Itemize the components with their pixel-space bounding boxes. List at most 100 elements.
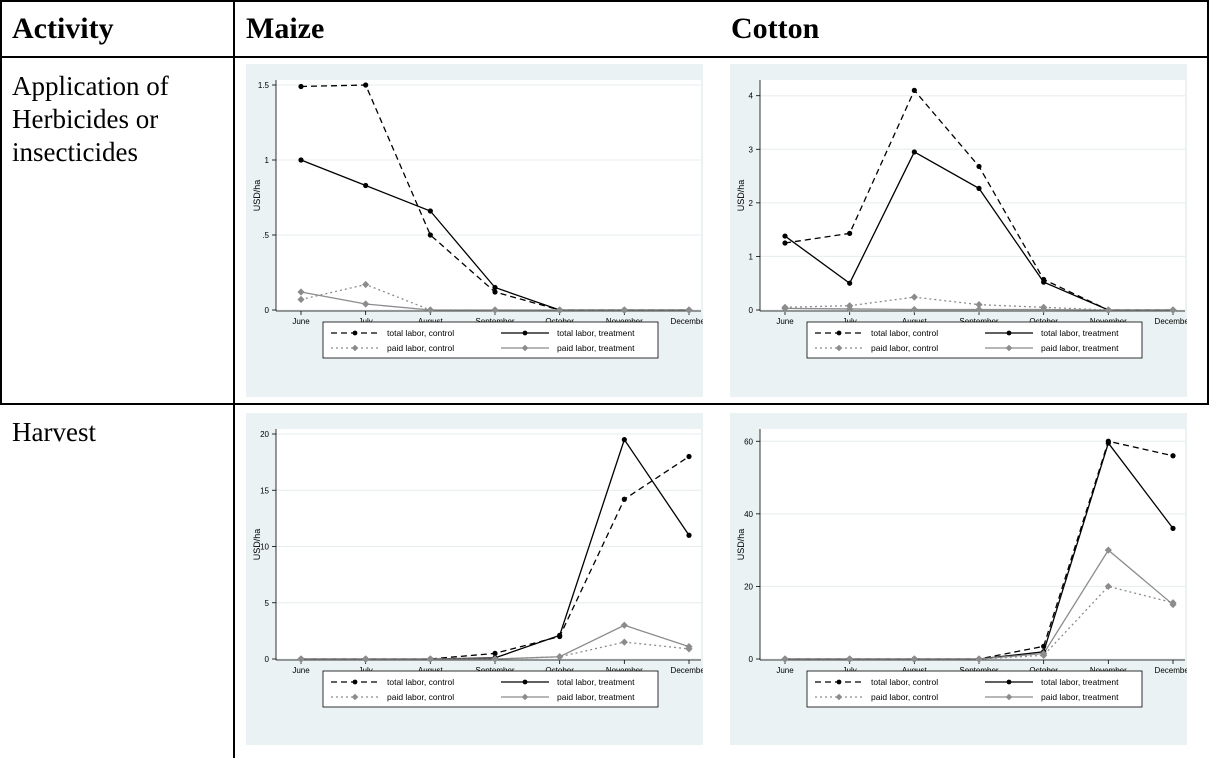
y-axis-label: USD/ha — [252, 529, 262, 561]
x-tick-label: November — [1090, 666, 1127, 675]
chart-panel-maize-harvest: 0 5 10 15 20 June July August September October No… — [246, 413, 703, 745]
data-point — [491, 306, 499, 314]
y-tick-label: 1 — [749, 252, 754, 261]
legend-swatch-marker — [351, 344, 359, 352]
x-tick-label: December — [671, 666, 703, 675]
y-tick-label: 3 — [749, 145, 754, 154]
y-tick-label: .5 — [262, 231, 269, 240]
y-tick-label: 60 — [744, 437, 753, 446]
legend-label: total labor, treatment — [557, 328, 635, 338]
data-point — [427, 208, 433, 214]
data-point — [298, 157, 304, 163]
x-tick-label: December — [1155, 317, 1187, 326]
x-tick-label: December — [1155, 666, 1187, 675]
y-tick-label: 20 — [744, 582, 753, 591]
legend-swatch-marker — [352, 679, 358, 685]
data-point — [976, 185, 982, 191]
table-top-border — [0, 0, 1209, 2]
legend-swatch-marker — [1006, 679, 1012, 685]
data-point — [1105, 440, 1111, 446]
data-point — [911, 87, 917, 93]
chart-panel-maize-herbicides: 0 .5 1 1.5 June July August September October Nov… — [246, 64, 703, 397]
plot-area — [760, 80, 1185, 311]
table-row-divider — [0, 403, 1209, 405]
x-tick-label: October — [545, 666, 574, 675]
x-tick-label: July — [359, 666, 373, 675]
legend-box — [806, 670, 1143, 708]
y-tick-label: 2 — [749, 199, 754, 208]
data-point — [1041, 643, 1047, 649]
table-left-border — [0, 0, 2, 405]
chart-maize-harvest: 0 5 10 15 20 June July August September October No… — [252, 429, 703, 708]
y-tick-label: 40 — [744, 510, 753, 519]
y-tick-label: 1 — [265, 156, 270, 165]
data-point — [556, 306, 564, 314]
y-axis-label: USD/ha — [736, 529, 746, 561]
legend-label: total labor, treatment — [557, 677, 635, 687]
legend-label: total labor, control — [387, 677, 454, 687]
legend-label: total labor, control — [387, 328, 454, 338]
data-point — [1040, 649, 1048, 658]
x-tick-label: September — [959, 317, 998, 326]
data-point — [1104, 582, 1112, 591]
legend-label: paid labor, control — [871, 343, 938, 353]
legend-swatch-marker — [352, 330, 358, 336]
data-point — [363, 182, 369, 189]
y-tick-label: 0 — [265, 306, 270, 315]
data-point — [362, 280, 370, 289]
data-point — [297, 295, 305, 304]
data-point — [782, 233, 788, 239]
legend-box — [806, 321, 1143, 359]
legend-label: total labor, treatment — [1041, 328, 1119, 338]
data-point — [1170, 525, 1176, 531]
x-tick-label: October — [1029, 317, 1058, 326]
plot-area — [276, 80, 701, 311]
legend-swatch-marker — [522, 679, 528, 685]
data-point — [1040, 305, 1048, 314]
legend-label: paid labor, treatment — [1041, 692, 1119, 702]
x-tick-label: August — [902, 666, 928, 675]
y-tick-label: 4 — [749, 92, 754, 101]
x-tick-label: July — [359, 317, 373, 326]
data-point — [975, 305, 983, 314]
x-tick-label: June — [292, 666, 310, 675]
data-point — [297, 655, 305, 663]
x-tick-label: November — [606, 666, 643, 675]
x-tick-label: June — [776, 666, 794, 675]
data-point — [491, 655, 499, 663]
data-point — [621, 437, 627, 443]
x-tick-label: July — [843, 317, 857, 326]
x-tick-label: August — [418, 317, 444, 326]
row-label-harvest: Harvest — [12, 417, 96, 447]
legend-swatch-marker — [836, 679, 842, 685]
data-point — [492, 289, 498, 295]
data-point — [492, 650, 498, 656]
legend-swatch-marker — [522, 330, 528, 336]
table-right-border — [1207, 0, 1209, 405]
table-divider-col — [233, 0, 235, 758]
legend-label: total labor, control — [871, 677, 938, 687]
data-point — [975, 655, 983, 663]
legend-box — [322, 321, 659, 359]
header-cotton: Cotton — [731, 12, 820, 45]
y-tick-label: 20 — [260, 430, 269, 439]
legend-label: total labor, control — [871, 328, 938, 338]
y-tick-label: 5 — [265, 599, 270, 608]
legend-label: paid labor, control — [387, 343, 454, 353]
data-point — [557, 632, 563, 638]
legend-label: paid labor, treatment — [1041, 343, 1119, 353]
data-point — [847, 280, 853, 286]
x-tick-label: August — [902, 317, 928, 326]
data-point — [686, 453, 692, 460]
x-tick-label: December — [671, 317, 703, 326]
row-label-herbicides: Application of Herbicides or insecticide… — [12, 71, 169, 167]
data-point — [1170, 453, 1176, 459]
x-tick-label: September — [475, 317, 514, 326]
y-tick-label: 1.5 — [258, 81, 270, 90]
chart-maize-herbicides: 0 .5 1 1.5 June July August September October Nov… — [252, 80, 703, 359]
legend-box — [322, 670, 659, 708]
data-point — [620, 621, 628, 629]
table-header-divider — [0, 56, 1209, 58]
y-axis-label: USD/ha — [736, 180, 746, 212]
x-tick-label: June — [292, 317, 310, 326]
